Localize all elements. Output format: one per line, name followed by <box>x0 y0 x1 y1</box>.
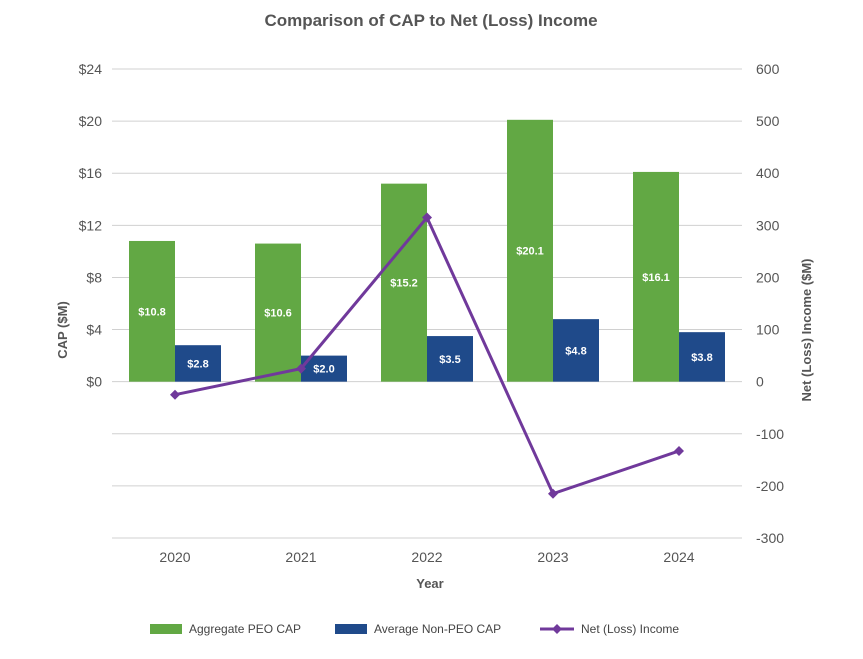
left-tick-label: $0 <box>86 374 102 390</box>
net-loss-income-point <box>674 445 684 456</box>
x-axis: 2020 2021 2022 2023 2024 <box>159 549 694 565</box>
x-axis-title: Year <box>416 576 443 591</box>
bar-aggregate-peo-cap <box>507 119 553 382</box>
bar-aggregate-peo-cap <box>633 171 679 382</box>
bar-label-average-non-peo-cap: $2.8 <box>187 358 208 370</box>
legend-label: Aggregate PEO CAP <box>189 622 301 636</box>
legend-swatch <box>335 624 367 634</box>
right-tick-label: 600 <box>756 61 780 77</box>
x-tick-label: 2022 <box>411 549 442 565</box>
right-tick-label: -300 <box>756 530 784 546</box>
legend-average-non-peo-cap: Average Non-PEO CAP <box>335 622 501 636</box>
bar-average-non-peo-cap <box>553 319 599 382</box>
bars-layer: $10.8 $10.6 $15.2 $20.1 $16.1 $2.8 $2.0 $3.5 $4.… <box>129 119 725 382</box>
legend-label: Net (Loss) Income <box>581 622 679 636</box>
line-layer <box>170 212 684 499</box>
bar-aggregate-peo-cap <box>381 183 427 382</box>
bar-label-aggregate-peo-cap: $15.2 <box>390 278 418 290</box>
right-tick-label: 200 <box>756 269 780 285</box>
left-axis-title: CAP ($M) <box>55 301 70 359</box>
left-tick-label: $4 <box>86 322 102 338</box>
left-axis: $24 $20 $16 $12 $8 $4 $0 <box>79 61 103 390</box>
right-tick-label: -100 <box>756 426 784 442</box>
right-axis-title: Net (Loss) Income ($M) <box>799 258 814 401</box>
right-tick-label: 500 <box>756 113 780 129</box>
legend-label: Average Non-PEO CAP <box>374 622 501 636</box>
x-tick-label: 2024 <box>663 549 694 565</box>
x-tick-label: 2021 <box>285 549 316 565</box>
bar-label-average-non-peo-cap: $3.8 <box>691 352 712 364</box>
bar-aggregate-peo-cap <box>255 243 301 382</box>
left-tick-label: $20 <box>79 113 103 129</box>
x-tick-label: 2020 <box>159 549 190 565</box>
net-loss-income-point <box>548 488 558 499</box>
x-tick-label: 2023 <box>537 549 568 565</box>
bar-label-average-non-peo-cap: $2.0 <box>313 364 334 376</box>
right-tick-label: 0 <box>756 374 764 390</box>
left-tick-label: $12 <box>79 217 103 233</box>
net-loss-income-point <box>296 363 306 374</box>
right-tick-label: 400 <box>756 165 780 181</box>
bar-aggregate-peo-cap <box>129 240 175 382</box>
legend-aggregate-peo-cap: Aggregate PEO CAP <box>150 622 301 636</box>
net-loss-income-point <box>422 212 432 223</box>
right-axis: 600 500 400 300 200 100 0 -100 -200 -300 <box>756 61 784 546</box>
left-tick-label: $24 <box>79 61 103 77</box>
bar-label-aggregate-peo-cap: $10.6 <box>264 308 292 320</box>
legend-net-loss-income: Net (Loss) Income <box>540 622 679 636</box>
right-tick-label: 100 <box>756 322 780 338</box>
bar-label-aggregate-peo-cap: $20.1 <box>516 246 544 258</box>
bar-label-aggregate-peo-cap: $10.8 <box>138 306 166 318</box>
bar-average-non-peo-cap <box>175 345 221 382</box>
right-tick-label: 300 <box>756 217 780 233</box>
bar-average-non-peo-cap <box>679 332 725 382</box>
legend-swatch <box>150 624 182 634</box>
bar-label-aggregate-peo-cap: $16.1 <box>642 272 670 284</box>
bar-label-average-non-peo-cap: $3.5 <box>439 354 460 366</box>
legend: Aggregate PEO CAP Average Non-PEO CAP Net … <box>150 622 679 636</box>
bar-average-non-peo-cap <box>427 336 473 382</box>
right-tick-label: -200 <box>756 478 784 494</box>
left-tick-label: $16 <box>79 165 103 181</box>
left-tick-label: $8 <box>86 269 102 285</box>
bar-label-average-non-peo-cap: $4.8 <box>565 345 586 357</box>
legend-swatch-marker <box>552 624 562 634</box>
net-loss-income-point <box>170 389 180 400</box>
chart-title: Comparison of CAP to Net (Loss) Income <box>264 11 597 30</box>
